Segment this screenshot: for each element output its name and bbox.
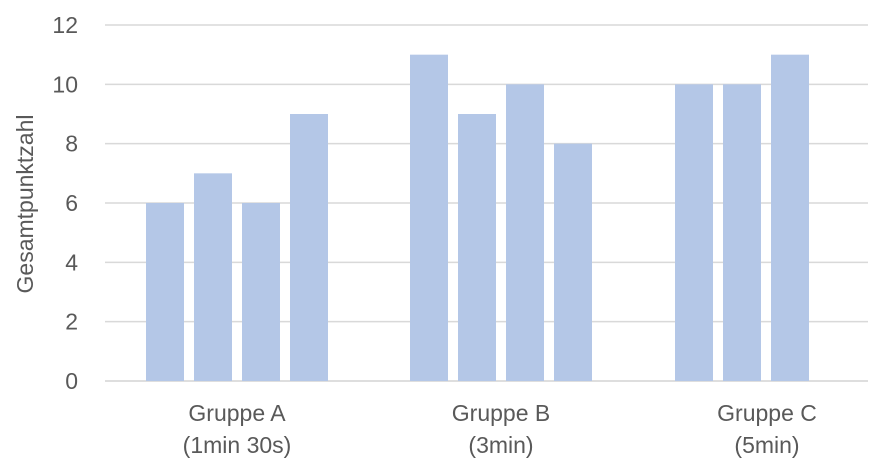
bar: [242, 203, 280, 381]
category-label: Gruppe C: [717, 400, 817, 426]
bar: [290, 114, 328, 381]
bar: [458, 114, 496, 381]
y-tick-label: 12: [52, 12, 78, 38]
y-axis-title: Gesamtpunktzahl: [12, 115, 38, 294]
bar: [194, 173, 232, 381]
bar: [410, 54, 448, 382]
category-sublabel: (3min): [468, 432, 533, 458]
y-tick-label: 0: [65, 368, 78, 394]
y-tick-label: 4: [65, 249, 78, 275]
y-tick-labels: 0 2 4 6 8 10 12: [52, 12, 78, 394]
bars: [146, 54, 809, 382]
y-tick-label: 6: [65, 190, 78, 216]
y-tick-label: 10: [52, 71, 78, 97]
category-labels: Gruppe A (1min 30s) Gruppe B (3min) Gruppe C…: [183, 400, 817, 458]
category-label: Gruppe A: [188, 400, 286, 426]
bar: [506, 84, 544, 381]
y-tick-label: 2: [65, 309, 78, 335]
bar: [723, 84, 761, 381]
bar: [146, 203, 184, 381]
category-sublabel: (1min 30s): [183, 432, 292, 458]
bar: [554, 143, 592, 381]
category-label: Gruppe B: [452, 400, 550, 426]
y-tick-label: 8: [65, 131, 78, 157]
category-sublabel: (5min): [734, 432, 799, 458]
bar: [675, 84, 713, 381]
bar: [771, 54, 809, 382]
